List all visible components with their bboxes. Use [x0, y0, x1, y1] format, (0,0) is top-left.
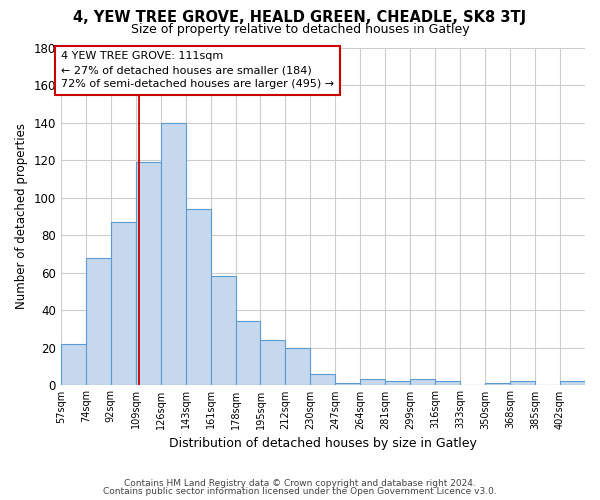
- Bar: [385, 382, 410, 385]
- Bar: [211, 276, 236, 385]
- Bar: [560, 382, 585, 385]
- Bar: [86, 258, 111, 385]
- Text: Contains HM Land Registry data © Crown copyright and database right 2024.: Contains HM Land Registry data © Crown c…: [124, 478, 476, 488]
- Text: Contains public sector information licensed under the Open Government Licence v3: Contains public sector information licen…: [103, 487, 497, 496]
- Bar: [161, 122, 185, 385]
- Bar: [61, 344, 86, 385]
- Y-axis label: Number of detached properties: Number of detached properties: [15, 124, 28, 310]
- Bar: [485, 383, 510, 385]
- Bar: [361, 380, 385, 385]
- Bar: [410, 380, 435, 385]
- Text: 4 YEW TREE GROVE: 111sqm
← 27% of detached houses are smaller (184)
72% of semi-: 4 YEW TREE GROVE: 111sqm ← 27% of detach…: [61, 52, 334, 90]
- Bar: [335, 383, 361, 385]
- Bar: [236, 322, 260, 385]
- X-axis label: Distribution of detached houses by size in Gatley: Distribution of detached houses by size …: [169, 437, 477, 450]
- Bar: [310, 374, 335, 385]
- Bar: [185, 209, 211, 385]
- Bar: [510, 382, 535, 385]
- Bar: [136, 162, 161, 385]
- Bar: [111, 222, 136, 385]
- Text: 4, YEW TREE GROVE, HEALD GREEN, CHEADLE, SK8 3TJ: 4, YEW TREE GROVE, HEALD GREEN, CHEADLE,…: [73, 10, 527, 25]
- Bar: [286, 348, 310, 385]
- Bar: [260, 340, 286, 385]
- Bar: [435, 382, 460, 385]
- Text: Size of property relative to detached houses in Gatley: Size of property relative to detached ho…: [131, 22, 469, 36]
